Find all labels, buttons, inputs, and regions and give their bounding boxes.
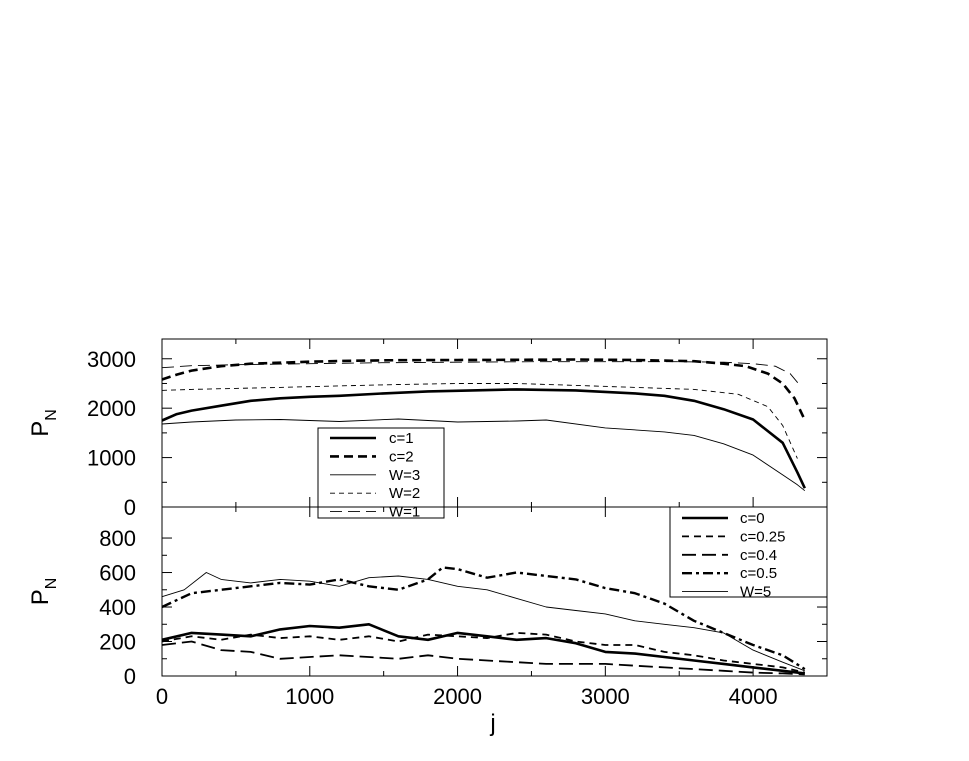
x-tick-label: 0 (156, 684, 168, 709)
top-series-line-W-3 (161, 418, 806, 492)
bottom-series-line-c-0-25 (161, 632, 806, 674)
top-series-line-W-2 (161, 383, 798, 459)
top-y-axis-title: PN (27, 409, 60, 437)
top-y-tick-label: 2000 (87, 396, 136, 421)
x-tick-label: 3000 (581, 684, 630, 709)
bottom-legend-label: c=0.4 (740, 547, 777, 564)
top-series-line-c-2 (161, 358, 805, 418)
bottom-legend-label: c=0.25 (740, 528, 785, 545)
bottom-legend-label: W=5 (740, 584, 771, 601)
top-y-tick-label: 0 (124, 495, 136, 520)
bottom-y-axis-title-main: P (27, 589, 54, 605)
top-legend-label: W=1 (389, 504, 420, 521)
top-y-tick-label: 1000 (87, 446, 136, 471)
top-legend-label: c=2 (389, 448, 414, 465)
top-series-line-W-1 (161, 361, 801, 387)
top-legend-box (317, 427, 445, 519)
x-axis-title: j (489, 710, 495, 737)
bottom-y-axis-title: PN (27, 578, 60, 606)
top-series-line-c-1 (161, 388, 806, 489)
bottom-legend-label: c=0 (740, 510, 765, 527)
bottom-legend-label: c=0.5 (740, 565, 777, 582)
x-tick-label: 2000 (433, 684, 482, 709)
top-y-axis-title-main: P (27, 421, 54, 437)
x-tick-label: 1000 (285, 684, 334, 709)
top-legend-label: W=2 (389, 485, 420, 502)
top-y-axis-title-sub: N (43, 409, 60, 421)
top-legend-label: W=3 (389, 467, 420, 484)
top-legend-label: c=1 (389, 430, 414, 447)
bottom-y-tick-label: 600 (99, 561, 136, 586)
bottom-y-tick-label: 800 (99, 526, 136, 551)
bottom-y-axis-title-sub: N (43, 578, 60, 590)
x-tick-label: 4000 (729, 684, 778, 709)
bottom-series-line-c-0-4 (161, 640, 805, 676)
bottom-y-tick-label: 0 (124, 664, 136, 689)
top-y-tick-label: 3000 (87, 347, 136, 372)
bottom-y-tick-label: 400 (99, 595, 136, 620)
bottom-series-line-W-5 (161, 572, 805, 672)
bottom-series-line-c-0 (161, 622, 805, 675)
bottom-series-line-c-0-5 (161, 566, 806, 671)
bottom-y-tick-label: 200 (99, 630, 136, 655)
bottom-legend-box (669, 506, 828, 598)
